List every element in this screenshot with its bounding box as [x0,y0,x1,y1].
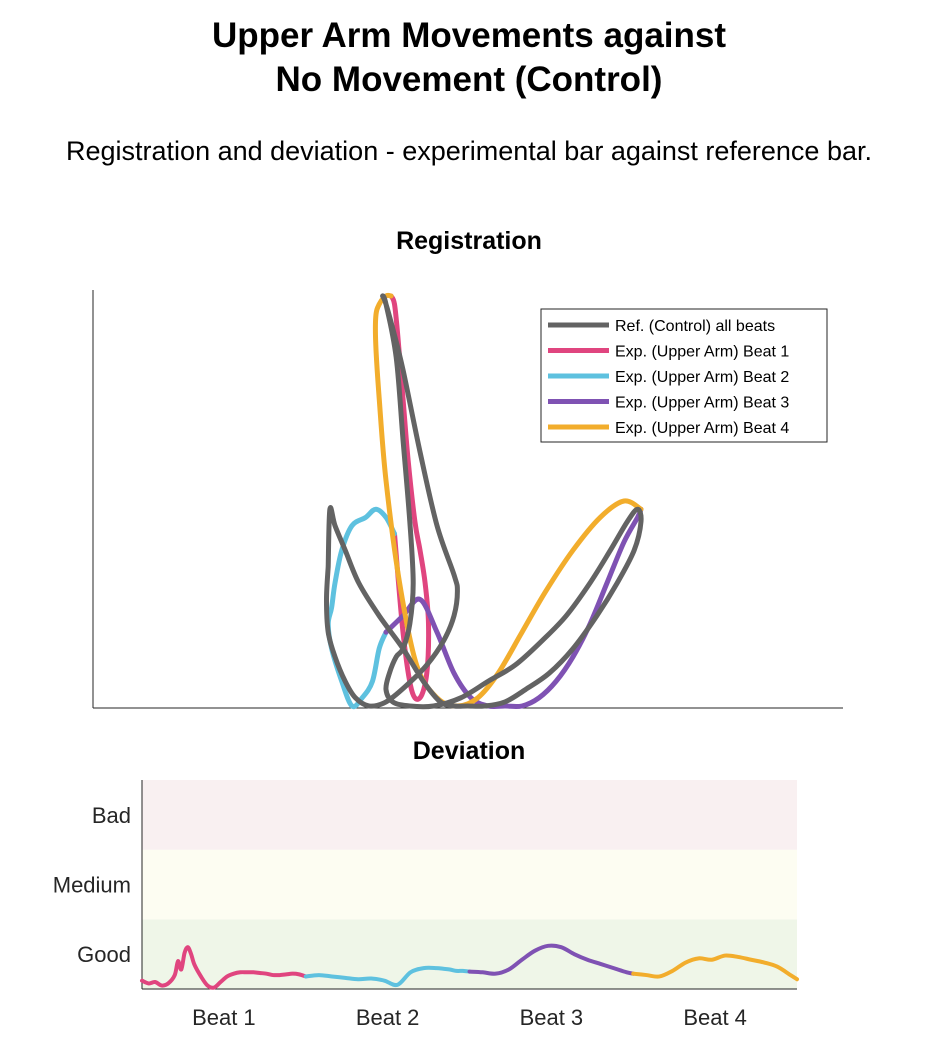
registration-line-reference [324,293,644,710]
deviation-line-beat-2 [303,965,472,988]
band-bad [142,780,797,850]
registration-line-beat-2 [325,506,397,710]
title-line-2: No Movement (Control) [275,60,663,99]
legend-label-5: Exp. (Upper Arm) Beat 4 [615,420,789,437]
deviation-title: Deviation [412,737,526,765]
title-line-1: Upper Arm Movements against [211,16,727,55]
y-tick-medium: Medium [53,873,131,898]
x-tick-beat-2: Beat 2 [356,1005,420,1030]
x-tick-beat-4: Beat 4 [683,1005,747,1030]
x-tick-beat-1: Beat 1 [192,1005,256,1030]
page-title: Upper Arm Movements against No Movement … [0,14,938,102]
registration-title: Registration [396,227,542,255]
y-tick-bad: Bad [92,803,131,828]
registration-line-beat-3 [383,506,644,710]
page-subtitle: Registration and deviation - experimenta… [66,136,872,166]
y-tick-good: Good [77,942,131,967]
band-good [142,919,797,989]
deviation-line-beat-3 [467,943,636,976]
legend-label-1: Ref. (Control) all beats [615,318,775,335]
legend-label-2: Exp. (Upper Arm) Beat 1 [615,344,789,361]
legend-label-3: Exp. (Upper Arm) Beat 2 [615,369,789,386]
band-medium [142,849,797,920]
x-tick-beat-3: Beat 3 [520,1005,584,1030]
deviation-line-beat-1 [140,945,308,990]
deviation-line-beat-4 [631,953,799,982]
legend-label-4: Exp. (Upper Arm) Beat 3 [615,395,789,412]
